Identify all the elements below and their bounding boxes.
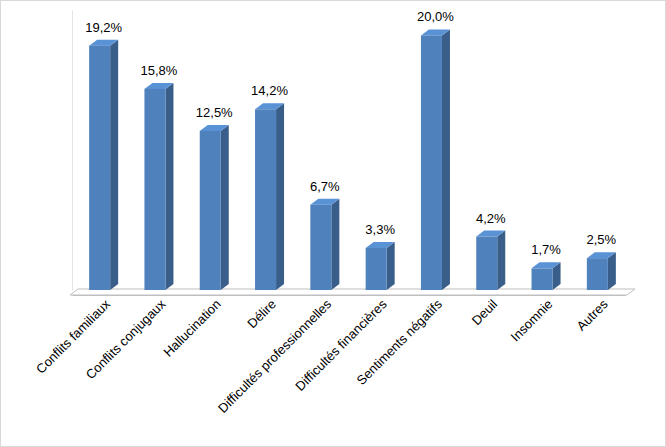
bar-side bbox=[497, 231, 505, 290]
bar-group bbox=[476, 231, 505, 290]
x-axis: Conflits familiauxConflits conjugauxHall… bbox=[33, 295, 626, 416]
x-tick-label: Autres bbox=[574, 296, 612, 334]
x-tick-label: Hallucination bbox=[160, 296, 223, 359]
chart-border bbox=[1, 1, 666, 447]
x-tick: Difficultés professionnelles bbox=[215, 295, 335, 416]
data-label: 20,0% bbox=[417, 9, 454, 24]
data-label: 14,2% bbox=[251, 83, 288, 98]
bar bbox=[144, 89, 165, 290]
bar bbox=[587, 258, 608, 290]
bar-top bbox=[89, 40, 118, 46]
bars bbox=[89, 29, 616, 290]
x-tick-label: Insomnie bbox=[508, 296, 556, 344]
x-tick: Deuil bbox=[469, 295, 501, 328]
bar-top bbox=[310, 199, 339, 205]
y-axis bbox=[72, 11, 73, 291]
bar-side bbox=[442, 29, 450, 290]
x-tick-label: Sentiments négatifs bbox=[354, 296, 446, 388]
bar-side bbox=[608, 252, 616, 290]
bar bbox=[310, 205, 331, 290]
bar-side bbox=[276, 103, 284, 290]
data-label: 4,2% bbox=[476, 211, 506, 226]
x-tick: Insomnie bbox=[508, 295, 556, 344]
bar-group bbox=[255, 103, 284, 290]
bar-top bbox=[532, 262, 561, 268]
bar-top bbox=[587, 252, 616, 258]
bar-top bbox=[255, 103, 284, 109]
bar-group bbox=[532, 262, 561, 290]
data-label: 6,7% bbox=[310, 179, 340, 194]
data-labels: 19,2% 15,8% 12,5% 14,2% 6,7% 3,3% 20,0% 4,2% 1,7… bbox=[85, 9, 616, 257]
bar-top bbox=[421, 29, 450, 35]
bar-group bbox=[144, 83, 173, 290]
x-tick: Difficultés financières bbox=[292, 295, 390, 394]
bar-group bbox=[310, 199, 339, 290]
data-label: 3,3% bbox=[365, 222, 395, 237]
bar-top bbox=[144, 83, 173, 89]
bar-group bbox=[366, 242, 395, 290]
data-label: 2,5% bbox=[587, 232, 617, 247]
bar-group bbox=[421, 29, 450, 290]
bar bbox=[532, 268, 553, 290]
x-tick: Conflits conjugaux bbox=[83, 295, 169, 382]
bar-group bbox=[200, 125, 229, 290]
bar-top bbox=[366, 242, 395, 248]
x-tick: Hallucination bbox=[160, 295, 223, 360]
bar-top bbox=[476, 231, 505, 237]
bar bbox=[421, 35, 442, 290]
data-label: 19,2% bbox=[85, 20, 122, 35]
bar bbox=[200, 131, 221, 290]
x-tick-label: Difficultés financières bbox=[292, 296, 390, 394]
x-tick: Sentiments négatifs bbox=[354, 295, 446, 388]
data-label: 1,7% bbox=[531, 242, 561, 257]
bar-group bbox=[587, 252, 616, 290]
bar-side bbox=[221, 125, 229, 290]
chart: 19,2% 15,8% 12,5% 14,2% 6,7% 3,3% 20,0% 4,2% 1,7… bbox=[0, 0, 666, 447]
x-axis-line bbox=[73, 295, 626, 296]
x-tick: Délire bbox=[244, 295, 279, 331]
data-label: 15,8% bbox=[141, 63, 178, 78]
bar bbox=[89, 46, 110, 290]
bar-side bbox=[387, 242, 395, 290]
bar bbox=[255, 109, 276, 290]
bar-side bbox=[110, 40, 118, 290]
bar-side bbox=[165, 83, 173, 290]
bar bbox=[366, 248, 387, 290]
y-axis-line bbox=[72, 11, 73, 291]
x-tick-label: Conflits conjugaux bbox=[83, 296, 169, 382]
bar-group bbox=[89, 40, 118, 290]
data-label: 12,5% bbox=[196, 105, 233, 120]
x-tick-label: Difficultés professionnelles bbox=[215, 296, 335, 416]
x-tick: Autres bbox=[574, 295, 612, 334]
bar-top bbox=[200, 125, 229, 131]
x-tick-label: Deuil bbox=[469, 296, 501, 328]
x-tick-label: Délire bbox=[244, 296, 279, 331]
bar-side bbox=[331, 199, 339, 290]
bar bbox=[476, 237, 497, 290]
